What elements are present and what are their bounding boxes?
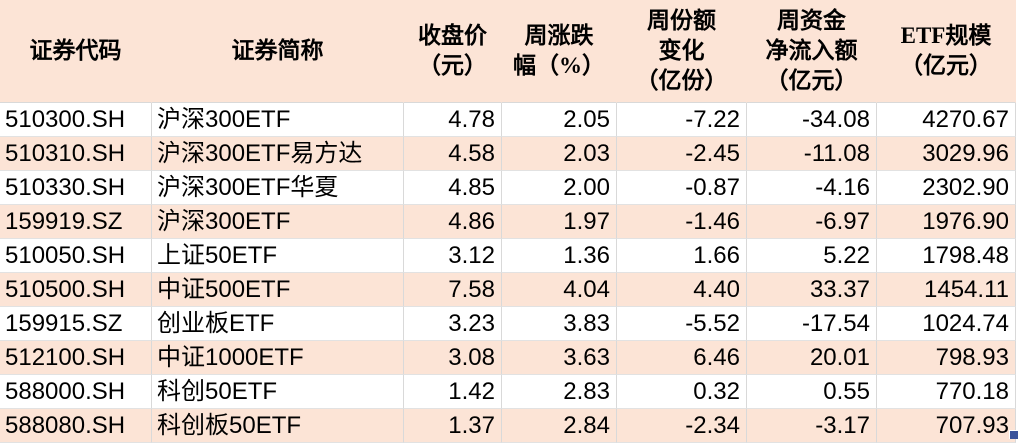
table-cell[interactable]: 512100.SH [0, 341, 152, 375]
table-cell[interactable]: -4.16 [747, 171, 877, 205]
table-cell[interactable]: 沪深300ETF [152, 205, 404, 239]
table-cell[interactable]: 159915.SZ [0, 307, 152, 341]
table-cell[interactable]: 科创板50ETF [152, 409, 404, 443]
table-cell[interactable]: 1.42 [404, 375, 502, 409]
table-cell[interactable]: -0.87 [617, 171, 747, 205]
table-cell[interactable]: -11.08 [747, 137, 877, 171]
column-header-weekly-change[interactable]: 周涨跌 幅（%） [502, 0, 617, 103]
column-header-etf-scale[interactable]: ETF规模 （亿元） [877, 0, 1016, 103]
table-cell[interactable]: 588080.SH [0, 409, 152, 443]
table-cell[interactable]: 1.66 [617, 239, 747, 273]
table-cell[interactable]: 3.83 [502, 307, 617, 341]
column-header-name[interactable]: 证券简称 [152, 0, 404, 103]
column-header-code[interactable]: 证券代码 [0, 0, 152, 103]
table-cell[interactable]: 4.04 [502, 273, 617, 307]
table-cell[interactable]: 4.78 [404, 103, 502, 137]
table-cell[interactable]: 3.23 [404, 307, 502, 341]
table-cell[interactable]: 科创50ETF [152, 375, 404, 409]
table-cell[interactable]: 上证50ETF [152, 239, 404, 273]
table-cell[interactable]: 159919.SZ [0, 205, 152, 239]
table-cell[interactable]: 2.83 [502, 375, 617, 409]
table-cell[interactable]: 2.84 [502, 409, 617, 443]
table-cell[interactable]: 2.05 [502, 103, 617, 137]
table-cell[interactable]: 1976.90 [877, 205, 1016, 239]
table-cell[interactable]: 4.86 [404, 205, 502, 239]
table-cell[interactable]: 3.12 [404, 239, 502, 273]
table-cell[interactable]: -6.97 [747, 205, 877, 239]
table-cell[interactable]: 3.08 [404, 341, 502, 375]
table-cell[interactable]: -1.46 [617, 205, 747, 239]
table-cell[interactable]: 创业板ETF [152, 307, 404, 341]
table-cell[interactable]: 588000.SH [0, 375, 152, 409]
table-cell[interactable]: 3.63 [502, 341, 617, 375]
table-cell[interactable]: 510330.SH [0, 171, 152, 205]
table-cell[interactable]: 5.22 [747, 239, 877, 273]
table-cell[interactable]: 沪深300ETF华夏 [152, 171, 404, 205]
table-cell[interactable]: 沪深300ETF易方达 [152, 137, 404, 171]
table-cell[interactable]: -2.34 [617, 409, 747, 443]
table-cell[interactable]: 4.85 [404, 171, 502, 205]
table-cell[interactable]: 510310.SH [0, 137, 152, 171]
table-cell[interactable]: -7.22 [617, 103, 747, 137]
table-cell[interactable]: 1798.48 [877, 239, 1016, 273]
table-cell[interactable]: 7.58 [404, 273, 502, 307]
column-header-close-price[interactable]: 收盘价 （元） [404, 0, 502, 103]
table-cell[interactable]: -3.17 [747, 409, 877, 443]
table-cell[interactable]: 798.93 [877, 341, 1016, 375]
table-cell[interactable]: 3029.96 [877, 137, 1016, 171]
table-cell[interactable]: 33.37 [747, 273, 877, 307]
table-cell[interactable]: -34.08 [747, 103, 877, 137]
table-cell[interactable]: 707.93 [877, 409, 1016, 443]
table-cell[interactable]: 4.40 [617, 273, 747, 307]
table-cell[interactable]: 1.97 [502, 205, 617, 239]
table-cell[interactable]: 1.36 [502, 239, 617, 273]
table-cell[interactable]: -5.52 [617, 307, 747, 341]
table-cell[interactable]: 0.55 [747, 375, 877, 409]
table-cell[interactable]: 1454.11 [877, 273, 1016, 307]
table-cell[interactable]: 2302.90 [877, 171, 1016, 205]
table-cell[interactable]: 0.32 [617, 375, 747, 409]
table-cell[interactable]: 6.46 [617, 341, 747, 375]
column-header-net-inflow[interactable]: 周资金 净流入额 （亿元） [747, 0, 877, 103]
table-cell[interactable]: 2.03 [502, 137, 617, 171]
column-header-share-change[interactable]: 周份额 变化 （亿份） [617, 0, 747, 103]
table-cell[interactable]: 4.58 [404, 137, 502, 171]
table-cell[interactable]: 510300.SH [0, 103, 152, 137]
table-cell[interactable]: 2.00 [502, 171, 617, 205]
table-cell[interactable]: 中证1000ETF [152, 341, 404, 375]
table-cell[interactable]: -17.54 [747, 307, 877, 341]
table-cell[interactable]: 4270.67 [877, 103, 1016, 137]
table-cell[interactable]: 510500.SH [0, 273, 152, 307]
table-cell[interactable]: 中证500ETF [152, 273, 404, 307]
table-cell[interactable]: 1024.74 [877, 307, 1016, 341]
table-cell[interactable]: -2.45 [617, 137, 747, 171]
fill-handle-icon[interactable] [1009, 430, 1018, 439]
table-cell[interactable]: 770.18 [877, 375, 1016, 409]
table-cell[interactable]: 沪深300ETF [152, 103, 404, 137]
table-cell[interactable]: 510050.SH [0, 239, 152, 273]
table-cell[interactable]: 1.37 [404, 409, 502, 443]
table-cell[interactable]: 20.01 [747, 341, 877, 375]
